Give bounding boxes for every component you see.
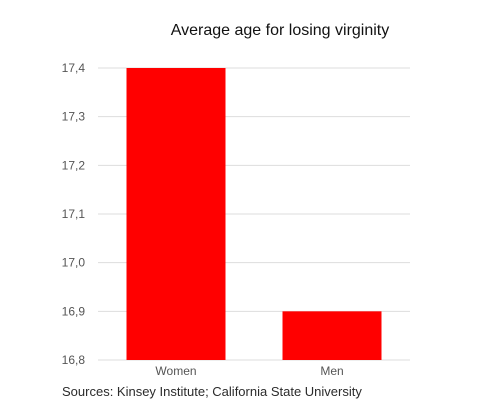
y-tick-label: 17,4: [62, 61, 86, 75]
y-axis-ticks: 16,8 16,9 17,0 17,1 17,2 17,3 17,4: [62, 61, 86, 367]
y-tick-label: 17,0: [62, 256, 86, 270]
x-category-label: Women: [155, 364, 196, 378]
chart-title: Average age for losing virginity: [170, 22, 390, 39]
bar-men: [282, 311, 382, 360]
y-tick-label: 17,1: [62, 207, 86, 221]
x-axis-categories: Women Men: [155, 364, 343, 378]
y-tick-label: 16,8: [62, 353, 86, 367]
y-tick-label: 17,3: [62, 110, 86, 124]
y-tick-label: 16,9: [62, 304, 86, 318]
x-category-label: Men: [320, 364, 343, 378]
bars: [126, 68, 382, 360]
y-tick-label: 17,2: [62, 158, 86, 172]
source-note: Sources: Kinsey Institute; California St…: [62, 384, 362, 399]
bar-women: [126, 68, 226, 360]
